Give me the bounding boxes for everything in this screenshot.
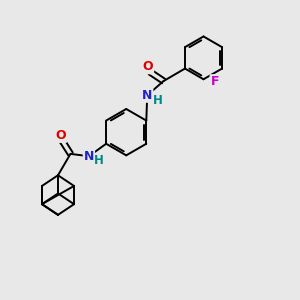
Text: H: H [153, 94, 163, 107]
Text: O: O [56, 129, 66, 142]
Text: F: F [211, 75, 219, 88]
Text: O: O [142, 60, 153, 73]
Text: H: H [94, 154, 104, 167]
Text: N: N [142, 89, 152, 102]
Text: N: N [84, 150, 94, 163]
